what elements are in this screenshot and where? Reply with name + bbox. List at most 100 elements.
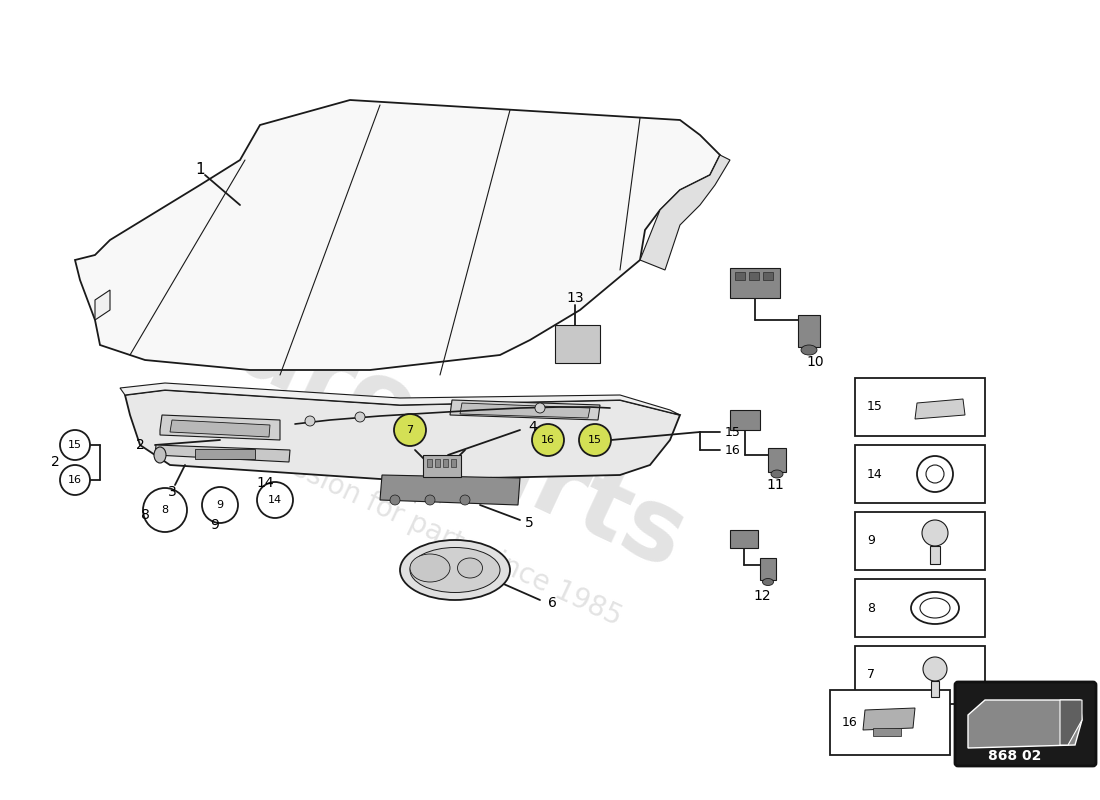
Bar	[434, 459, 440, 467]
Text: 15: 15	[867, 401, 883, 414]
Bar	[195, 449, 255, 459]
Circle shape	[257, 482, 293, 518]
Text: a passion for parts since 1985: a passion for parts since 1985	[234, 429, 626, 631]
Bar	[760, 558, 775, 580]
Bar	[763, 272, 773, 280]
Circle shape	[394, 414, 426, 446]
Bar	[855, 646, 984, 704]
Circle shape	[926, 465, 944, 483]
Bar	[424, 455, 461, 477]
Polygon shape	[460, 403, 590, 418]
Polygon shape	[125, 390, 680, 480]
Text: 16: 16	[68, 475, 82, 485]
Bar	[443, 459, 448, 467]
Text: 16: 16	[842, 715, 858, 729]
Text: 3: 3	[167, 485, 176, 499]
Ellipse shape	[400, 540, 510, 600]
Bar	[855, 378, 984, 436]
Text: 9: 9	[210, 518, 219, 532]
Text: 14: 14	[268, 495, 282, 505]
Circle shape	[923, 657, 947, 681]
Circle shape	[202, 487, 238, 523]
Text: 15: 15	[68, 440, 82, 450]
Circle shape	[535, 403, 544, 413]
Bar	[427, 459, 432, 467]
Polygon shape	[75, 100, 720, 370]
Ellipse shape	[801, 345, 817, 355]
Circle shape	[532, 424, 564, 456]
Circle shape	[917, 456, 953, 492]
Bar	[749, 272, 759, 280]
Polygon shape	[379, 475, 520, 505]
FancyBboxPatch shape	[955, 682, 1096, 766]
Polygon shape	[640, 155, 730, 270]
Bar	[730, 268, 780, 298]
Text: 2: 2	[51, 455, 59, 469]
Bar	[931, 681, 939, 697]
Polygon shape	[864, 708, 915, 730]
Text: 12: 12	[754, 589, 771, 603]
Text: 9: 9	[217, 500, 223, 510]
Text: 13: 13	[566, 291, 584, 305]
Polygon shape	[95, 290, 110, 320]
Circle shape	[390, 495, 400, 505]
Polygon shape	[1060, 700, 1082, 745]
Circle shape	[60, 430, 90, 460]
Ellipse shape	[410, 554, 450, 582]
Bar	[855, 579, 984, 637]
Ellipse shape	[771, 470, 783, 478]
Text: 15: 15	[588, 435, 602, 445]
Polygon shape	[915, 399, 965, 419]
Polygon shape	[968, 700, 1082, 748]
Polygon shape	[160, 415, 280, 440]
Bar	[855, 512, 984, 570]
Bar	[730, 410, 760, 430]
Ellipse shape	[762, 578, 773, 586]
Text: 15: 15	[725, 426, 741, 438]
Bar	[735, 272, 745, 280]
Bar	[798, 315, 820, 347]
Text: europarts: europarts	[160, 270, 701, 590]
Bar	[451, 459, 456, 467]
Circle shape	[355, 412, 365, 422]
Circle shape	[922, 520, 948, 546]
Text: 16: 16	[725, 443, 740, 457]
Circle shape	[143, 488, 187, 532]
Text: 8: 8	[162, 505, 168, 515]
Text: 4: 4	[528, 420, 537, 434]
Polygon shape	[170, 420, 270, 437]
Circle shape	[460, 495, 470, 505]
Text: 14: 14	[867, 467, 882, 481]
Text: 14: 14	[256, 476, 274, 490]
Text: 7: 7	[867, 669, 875, 682]
Text: 9: 9	[867, 534, 875, 547]
Polygon shape	[120, 383, 680, 415]
Text: 6: 6	[548, 596, 557, 610]
Text: 1: 1	[195, 162, 205, 178]
Circle shape	[425, 495, 435, 505]
Circle shape	[60, 465, 90, 495]
Ellipse shape	[911, 592, 959, 624]
Circle shape	[579, 424, 610, 456]
Bar	[930, 546, 940, 564]
Text: 5: 5	[525, 516, 533, 530]
Text: 7: 7	[406, 425, 414, 435]
Bar	[556, 325, 600, 363]
Ellipse shape	[920, 598, 950, 618]
Polygon shape	[155, 445, 290, 462]
Text: 8: 8	[867, 602, 875, 614]
Text: 16: 16	[541, 435, 556, 445]
Bar	[830, 690, 950, 755]
Text: 11: 11	[766, 478, 784, 492]
Bar	[873, 728, 901, 736]
Text: 8: 8	[141, 508, 150, 522]
Text: 10: 10	[806, 355, 824, 369]
Ellipse shape	[410, 547, 500, 593]
Bar	[730, 530, 758, 548]
Ellipse shape	[154, 447, 166, 463]
Text: 868 02: 868 02	[988, 749, 1042, 763]
Ellipse shape	[458, 558, 483, 578]
Text: 2: 2	[136, 438, 145, 452]
Bar	[768, 448, 786, 472]
Polygon shape	[450, 400, 600, 420]
